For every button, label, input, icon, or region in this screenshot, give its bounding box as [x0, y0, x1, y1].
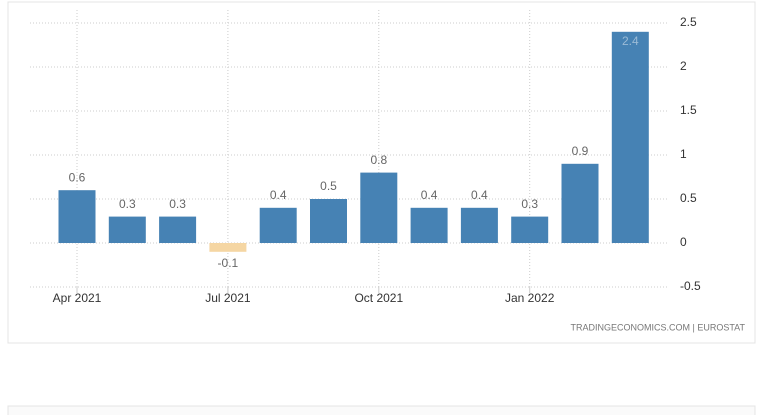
- y-tick-label: 2: [680, 59, 687, 73]
- value-label: 0.3: [169, 197, 186, 211]
- bar: [159, 216, 197, 243]
- value-label: 0.3: [521, 197, 538, 211]
- value-label: 0.5: [320, 179, 337, 193]
- bar: [58, 190, 96, 243]
- bar: [108, 216, 146, 243]
- x-tick-label: Jul 2021: [205, 291, 251, 305]
- y-tick-label: 2.5: [680, 15, 697, 29]
- y-tick-label: 0.5: [680, 191, 697, 205]
- bar: [360, 172, 398, 243]
- bar: [209, 243, 247, 252]
- bar: [611, 31, 649, 243]
- value-label: -0.1: [218, 256, 239, 270]
- value-label: 0.8: [370, 153, 387, 167]
- y-tick-label: 0: [680, 235, 687, 249]
- value-label: 0.4: [471, 188, 488, 202]
- bar: [561, 163, 599, 243]
- next-panel: [7, 405, 756, 420]
- y-tick-label: -0.5: [680, 279, 701, 293]
- x-tick-label: Jan 2022: [505, 291, 555, 305]
- source: TRADINGECONOMICS.COM | EUROSTAT: [570, 322, 745, 332]
- bar: [511, 216, 549, 243]
- value-label: 0.9: [572, 144, 589, 158]
- y-tick-label: 1: [680, 147, 687, 161]
- bar: [460, 207, 498, 243]
- y-tick-label: 1.5: [680, 103, 697, 117]
- bar: [310, 199, 347, 243]
- x-tick-label: Apr 2021: [53, 291, 102, 305]
- value-label: 0.4: [270, 188, 287, 202]
- value-label: 0.4: [421, 188, 438, 202]
- value-label: 0.6: [69, 170, 86, 184]
- bar: [410, 207, 448, 243]
- bar: [259, 207, 297, 243]
- value-label: 2.4: [622, 34, 639, 48]
- value-label: 0.3: [119, 197, 136, 211]
- x-tick-label: Oct 2021: [354, 291, 403, 305]
